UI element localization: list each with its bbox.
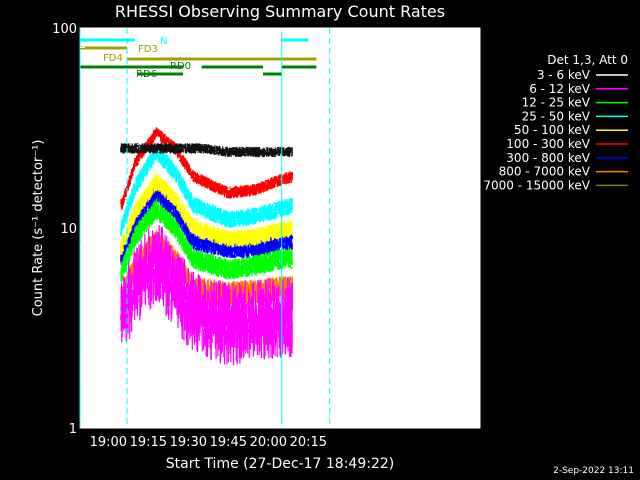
state-bar-label: FD3 <box>138 44 158 55</box>
x-tick-label: 19:15 <box>130 435 167 450</box>
state-bar-label: FD4 <box>103 53 123 64</box>
axis-ticks: 19:00 19:15 19:30 19:45 20:00 20:15 1 10 100 <box>52 22 480 450</box>
state-bar-label: N <box>160 36 167 47</box>
x-tick-label: 20:15 <box>290 435 327 450</box>
legend-label: 800 - 7000 keV <box>499 165 591 179</box>
state-bar-label: RD6 <box>136 69 157 80</box>
legend-label: 300 - 800 keV <box>506 151 590 165</box>
legend-label: 6 - 12 keV <box>529 82 591 96</box>
series-trace-6 <box>120 185 293 265</box>
chart-title: RHESSI Observing Summary Count Rates <box>115 2 445 21</box>
series-trace-4 <box>120 173 293 255</box>
y-tick-label: 100 <box>52 22 77 37</box>
legend-label: 7000 - 15000 keV <box>483 178 590 192</box>
x-tick-label: 19:30 <box>170 435 207 450</box>
series-trace-3 <box>120 144 293 236</box>
state-bar-label: RD0 <box>170 61 191 72</box>
legend-label: 50 - 100 keV <box>514 123 591 137</box>
y-tick-label: 1 <box>69 422 77 437</box>
legend-label: 100 - 300 keV <box>506 137 590 151</box>
x-axis-label: Start Time (27-Dec-17 18:49:22) <box>166 456 394 472</box>
series-trace-2 <box>120 198 293 283</box>
y-axis-label: Count Rate (s⁻¹ detector⁻¹) <box>31 140 46 317</box>
y-tick-label: 10 <box>60 222 77 237</box>
legend-label: 3 - 6 keV <box>537 68 591 82</box>
detector-label: Det 1,3, Att 0 <box>547 53 628 67</box>
x-tick-label: 19:45 <box>210 435 247 450</box>
footer-date: 2-Sep-2022 13:11 <box>553 466 634 476</box>
legend-label: 25 - 50 keV <box>522 109 591 123</box>
x-tick-label: 20:00 <box>250 435 287 450</box>
x-tick-label: 19:00 <box>90 435 127 450</box>
series-layer <box>120 127 293 365</box>
series-trace-0 <box>120 143 293 158</box>
legend-label: 12 - 25 keV <box>522 96 591 110</box>
series-trace-1 <box>120 225 293 365</box>
